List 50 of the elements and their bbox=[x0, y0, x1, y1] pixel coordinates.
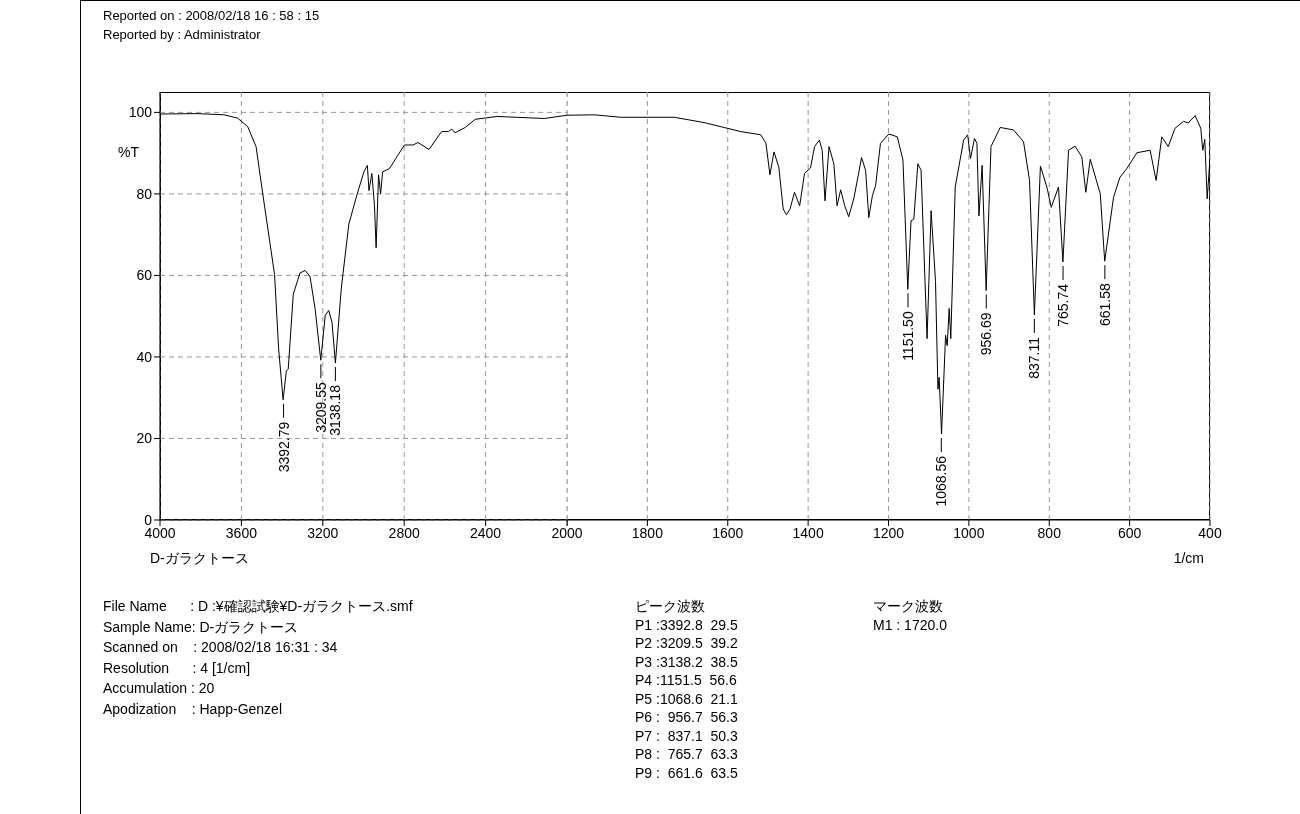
x-tick-label: 1000 bbox=[953, 524, 985, 541]
text: Scanned on : 2008/02/18 16:31 : 34 bbox=[103, 639, 339, 657]
text: P1 :3392.8 29.5 bbox=[635, 616, 739, 635]
y-tick-label: 60 bbox=[136, 267, 153, 284]
annotation: 837.11 bbox=[1026, 336, 1043, 379]
text: File Name : D :¥確認試験¥D-ガラクトース.smf bbox=[103, 598, 413, 616]
y-tick-label: 100 bbox=[128, 104, 153, 121]
text: Accumulation : 20 bbox=[103, 680, 216, 698]
y-tick-label: 40 bbox=[136, 348, 153, 365]
text: P3 :3138.2 38.5 bbox=[635, 653, 739, 672]
x-tick-label: 800 bbox=[1037, 524, 1062, 541]
x-tick-label: 3600 bbox=[225, 524, 258, 541]
text: マーク波数 bbox=[873, 598, 944, 616]
text: Apodization : Happ-Genzel bbox=[103, 700, 283, 719]
text: P4 :1151.5 56.6 bbox=[635, 672, 738, 690]
annotation: 3209.55 bbox=[312, 382, 329, 433]
text: Sample Name: D-ガラクトース bbox=[103, 618, 300, 637]
chart-subtitle: Reported by : Administrator bbox=[103, 27, 261, 42]
annotation: 3138.18 bbox=[327, 384, 344, 436]
text: P6 : 956.7 56.3 bbox=[635, 709, 739, 727]
annotation: 956.69 bbox=[978, 312, 995, 356]
annotation: 661.58 bbox=[1096, 282, 1113, 326]
annotation: 765.74 bbox=[1055, 283, 1072, 327]
y-axis-title: %T bbox=[118, 144, 139, 161]
x-tick-label: 1400 bbox=[792, 524, 824, 541]
x-tick-label: 2400 bbox=[470, 524, 502, 541]
x-tick-label: 1600 bbox=[712, 524, 744, 541]
annotation: 1068.56 bbox=[933, 455, 950, 507]
x-tick-label: 3200 bbox=[307, 524, 339, 541]
chart-title: Reported on : 2008/02/18 16 : 58 : 15 bbox=[103, 8, 320, 23]
text: Resolution : 4 [1/cm] bbox=[103, 659, 252, 678]
annotation: 3392.79 bbox=[275, 421, 292, 473]
x-axis-title: D-ガラクトース bbox=[150, 550, 249, 568]
text: P2 :3209.5 39.2 bbox=[635, 635, 739, 653]
text: P5 :1068.6 21.1 bbox=[635, 690, 739, 709]
y-tick-label: 80 bbox=[136, 185, 153, 202]
x-tick-label: 600 bbox=[1117, 524, 1142, 541]
x-tick-label: 1200 bbox=[872, 524, 905, 541]
text: P7 : 837.1 50.3 bbox=[635, 727, 739, 746]
x-tick-label: 2800 bbox=[388, 524, 420, 541]
x-tick-label: 1800 bbox=[631, 524, 664, 541]
annotation: 1151.50 bbox=[899, 311, 916, 361]
text: M1 : 1720.0 bbox=[873, 616, 948, 635]
text: ピーク波数 bbox=[635, 598, 706, 616]
x-tick-label: 2000 bbox=[551, 524, 583, 541]
y-tick-label: 20 bbox=[136, 430, 153, 447]
x-tick-label: 400 bbox=[1198, 524, 1222, 541]
text: P8 : 765.7 63.3 bbox=[635, 746, 739, 764]
x-axis-title: 1/cm bbox=[1173, 550, 1204, 566]
text: P9 : 661.6 63.5 bbox=[635, 764, 739, 783]
